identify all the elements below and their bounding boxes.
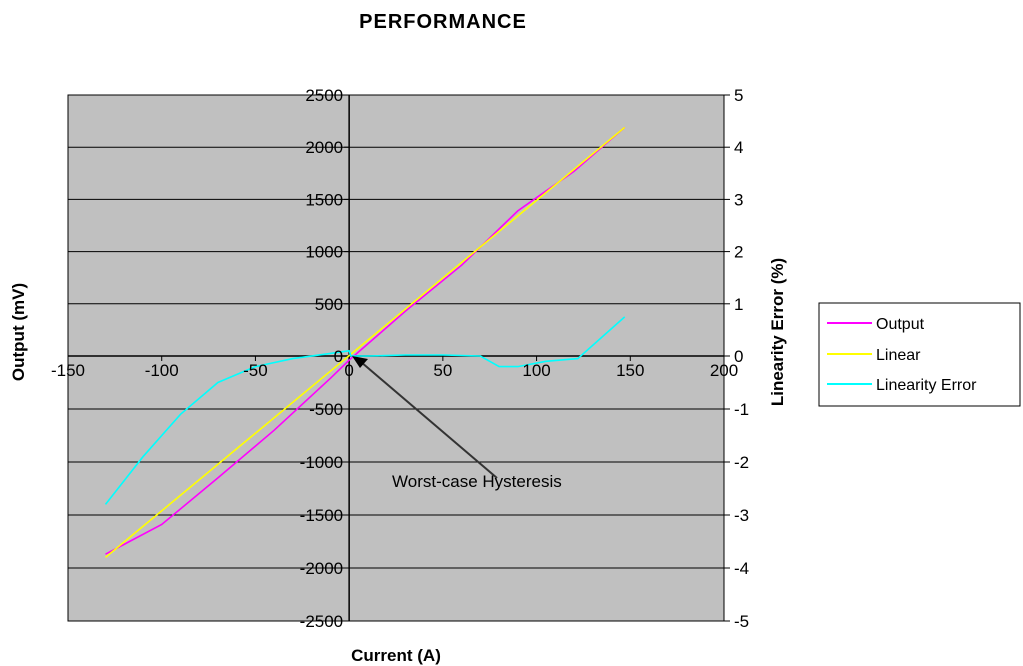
y2-tick-label: -5 — [734, 612, 749, 631]
series-line-output — [105, 126, 626, 555]
annotation-arrowhead — [352, 356, 368, 368]
x-tick-label: 150 — [616, 361, 644, 380]
y2-tick-label: -4 — [734, 559, 749, 578]
x-tick-label: 100 — [522, 361, 550, 380]
y2-tick-label: 5 — [734, 86, 743, 105]
y-tick-label: 1500 — [305, 190, 343, 209]
x-tick-label: 0 — [344, 361, 353, 380]
series-line-linearity-error — [104, 316, 626, 505]
y-tick-label: -500 — [309, 400, 343, 419]
y2-tick-label: -1 — [734, 400, 749, 419]
series-group — [104, 126, 626, 559]
y-axis-title: Output (mV) — [9, 283, 28, 381]
legend-label-linearity-error: Linearity Error — [876, 377, 977, 394]
x-axis-title: Current (A) — [351, 646, 441, 665]
y2-tick-label: 3 — [734, 190, 743, 209]
y-tick-label: -1500 — [300, 506, 343, 525]
y-tick-label: -2500 — [300, 612, 343, 631]
plot-area — [67, 94, 725, 622]
x-tick-label: 200 — [710, 361, 738, 380]
annotation-text: Worst-case Hysteresis — [392, 472, 562, 491]
y-tick-label: 2500 — [305, 86, 343, 105]
y-tick-label: 0 — [334, 347, 343, 366]
x-tick-label: -50 — [243, 361, 268, 380]
legend-label-output: Output — [876, 316, 925, 333]
y-tick-label: -2000 — [300, 559, 343, 578]
y-tick-label: 1000 — [305, 243, 343, 262]
y2-tick-label: -2 — [734, 453, 749, 472]
tick-labels: 25002000150010005000-500-1000-1500-2000-… — [51, 86, 749, 631]
annotation-arrow — [360, 361, 498, 479]
y-tick-label: -1000 — [300, 453, 343, 472]
y2-tick-label: 1 — [734, 295, 743, 314]
x-tick-label: -150 — [51, 361, 85, 380]
x-tick-label: -100 — [145, 361, 179, 380]
annotation: Worst-case Hysteresis — [352, 356, 562, 491]
legend-label-linear: Linear — [876, 347, 921, 364]
legend: Output Linear Linearity Error — [818, 302, 1021, 407]
x-tick-label: 50 — [433, 361, 452, 380]
y-tick-label: 500 — [315, 295, 343, 314]
grid-lines — [68, 146, 724, 569]
y2-tick-label: 0 — [734, 347, 743, 366]
series-line-linear — [104, 126, 626, 559]
chart-title: PERFORMANCE — [359, 11, 527, 33]
y2-tick-label: 2 — [734, 243, 743, 262]
y-tick-label: 2000 — [305, 138, 343, 157]
y2-tick-label: -3 — [734, 506, 749, 525]
y2-axis-title: Linearity Error (%) — [768, 258, 787, 406]
y2-tick-label: 4 — [734, 138, 743, 157]
